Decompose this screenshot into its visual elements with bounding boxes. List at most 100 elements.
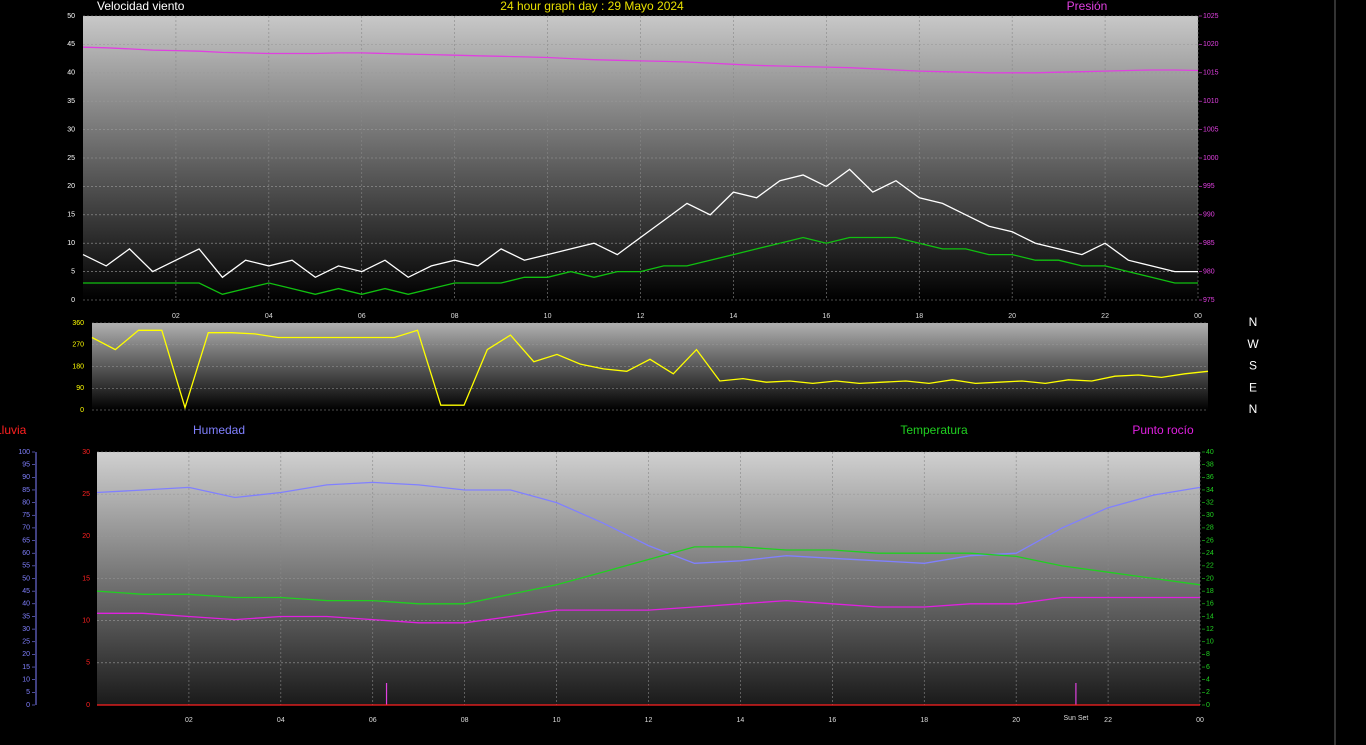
y-tick-label: 18 <box>1206 588 1214 595</box>
y-tick-label: 1000 <box>1203 155 1219 162</box>
y-tick-label: 10 <box>1206 639 1214 646</box>
y-tick-label: 40 <box>1206 449 1214 456</box>
x-tick-label: 06 <box>369 717 377 724</box>
y-tick-label: 4 <box>1206 677 1210 684</box>
y-tick-label: 85 <box>22 487 30 494</box>
y-tick-label: 1020 <box>1203 41 1219 48</box>
y-tick-label: 35 <box>67 98 75 105</box>
y-tick-label: 0 <box>26 702 30 709</box>
y-tick-label: 10 <box>82 618 90 625</box>
x-tick-label: 04 <box>277 717 285 724</box>
y-tick-label: 1010 <box>1203 98 1219 105</box>
legend-label: Lluvia <box>0 423 27 437</box>
chart-title: 24 hour graph day : 29 Mayo 2024 <box>500 0 684 13</box>
y-tick-label: 10 <box>67 240 75 247</box>
plot-background <box>97 452 1200 705</box>
y-tick-label: 8 <box>1206 651 1210 658</box>
x-tick-label: 18 <box>915 313 923 320</box>
x-tick-label: 20 <box>1008 313 1016 320</box>
y-tick-label: 22 <box>1206 563 1214 570</box>
y-tick-label: 75 <box>22 512 30 519</box>
y-tick-label: 2 <box>1206 689 1210 696</box>
y-tick-label: 80 <box>22 499 30 506</box>
x-tick-label: 14 <box>737 717 745 724</box>
y-tick-label: 30 <box>82 449 90 456</box>
chart-y2label: Presión <box>1067 0 1108 13</box>
y-tick-label: 24 <box>1206 550 1214 557</box>
y-tick-label: 100 <box>18 449 30 456</box>
y-tick-label: 1005 <box>1203 126 1219 133</box>
y-tick-label: 995 <box>1203 183 1215 190</box>
y-tick-label: 990 <box>1203 212 1215 219</box>
x-tick-label: 08 <box>461 717 469 724</box>
y-tick-label: 70 <box>22 525 30 532</box>
y-tick-label: 60 <box>22 550 30 557</box>
series-line <box>96 481 1201 564</box>
x-tick-label: 10 <box>544 313 552 320</box>
annotation: Sun Set <box>1063 715 1088 722</box>
y-tick-label: 12 <box>1206 626 1214 633</box>
y-tick-label: 28 <box>1206 525 1214 532</box>
x-tick-label: 22 <box>1101 313 1109 320</box>
y-tick-label: 985 <box>1203 240 1215 247</box>
x-tick-label: 18 <box>920 717 928 724</box>
series-line <box>82 168 1198 279</box>
y-tick-label: 20 <box>22 651 30 658</box>
y-tick-label: 15 <box>22 664 30 671</box>
y-tick-label: 25 <box>67 155 75 162</box>
y-tick-label: 1015 <box>1203 70 1219 77</box>
series-line <box>82 46 1199 74</box>
x-tick-label: 00 <box>1194 313 1202 320</box>
y-tick-label: 975 <box>1203 297 1215 304</box>
y-tick-label: 25 <box>82 491 90 498</box>
y-tick-label: 15 <box>67 212 75 219</box>
y-tick-label: 0 <box>86 702 90 709</box>
x-tick-label: 00 <box>1196 717 1204 724</box>
x-tick-label: 08 <box>451 313 459 320</box>
y-tick-label: 90 <box>22 474 30 481</box>
direction-label: E <box>1249 380 1257 394</box>
y-tick-label: 20 <box>1206 575 1214 582</box>
y-tick-label: 10 <box>22 677 30 684</box>
series-line <box>91 329 1209 410</box>
y-tick-label: 270 <box>72 342 84 349</box>
y-tick-label: 40 <box>67 70 75 77</box>
y-tick-label: 5 <box>71 268 75 275</box>
legend-label: Punto rocío <box>1132 423 1194 437</box>
y-tick-label: 34 <box>1206 487 1214 494</box>
y-tick-label: 20 <box>82 533 90 540</box>
y-tick-label: 38 <box>1206 461 1214 468</box>
y-tick-label: 90 <box>76 385 84 392</box>
x-tick-label: 16 <box>822 313 830 320</box>
series-line <box>96 546 1201 605</box>
x-tick-label: 10 <box>553 717 561 724</box>
direction-label: N <box>1249 315 1258 329</box>
y-tick-label: 65 <box>22 537 30 544</box>
y-tick-label: 50 <box>67 13 75 20</box>
x-tick-label: 04 <box>265 313 273 320</box>
y-tick-label: 980 <box>1203 268 1215 275</box>
x-tick-label: 12 <box>637 313 645 320</box>
chart-ylabel: Velocidad viento <box>97 0 185 13</box>
y-tick-label: 32 <box>1206 499 1214 506</box>
y-tick-label: 20 <box>67 183 75 190</box>
y-tick-label: 180 <box>72 363 84 370</box>
y-tick-label: 36 <box>1206 474 1214 481</box>
y-tick-label: 1025 <box>1203 13 1219 20</box>
y-tick-label: 6 <box>1206 664 1210 671</box>
y-tick-label: 5 <box>26 689 30 696</box>
y-tick-label: 45 <box>22 588 30 595</box>
series-line <box>97 596 1200 624</box>
y-tick-label: 0 <box>71 297 75 304</box>
y-tick-label: 35 <box>22 613 30 620</box>
y-tick-label: 55 <box>22 563 30 570</box>
y-tick-label: 26 <box>1206 537 1214 544</box>
y-tick-label: 5 <box>86 660 90 667</box>
y-tick-label: 30 <box>1206 512 1214 519</box>
x-tick-label: 22 <box>1104 717 1112 724</box>
y-tick-label: 16 <box>1206 601 1214 608</box>
x-tick-label: 12 <box>645 717 653 724</box>
y-tick-label: 45 <box>67 41 75 48</box>
